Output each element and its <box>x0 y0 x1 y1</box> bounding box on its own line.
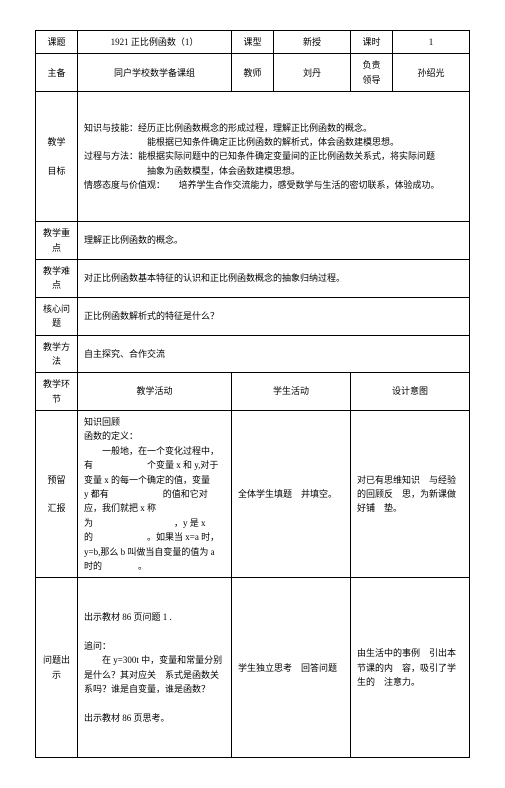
prepare-value: 同户学校数学备课组 <box>78 54 232 92</box>
lead-label: 负责 领导 <box>351 54 393 92</box>
content-row-1: 问题出示 出示教材 86 页问题 1 . 追问： 在 y=300t 中，变量和常… <box>36 578 470 758</box>
goals-label: 教学 目标 <box>36 92 78 222</box>
col-intent: 设计意图 <box>351 373 470 411</box>
stage-0: 预留 汇报 <box>36 411 78 578</box>
difficulty-row: 教学难点 对正比例函数基本特征的认识和正比例函数概念的抽象归纳过程。 <box>36 259 470 297</box>
topic-value: 1921 正比例函数（1） <box>78 31 232 54</box>
difficulty-label: 教学难点 <box>36 259 78 297</box>
goals-row: 教学 目标 知识与技能：经历正比例函数概念的形成过程，理解正比例函数的概念。 能… <box>36 92 470 222</box>
col-stage: 教学环节 <box>36 373 78 411</box>
activity-0: 知识回顾 函数的定义： 一般地，在一个变化过程中，有 个变量 x 和 y,对于变… <box>78 411 232 578</box>
core-content: 正比例函数解析式的特征是什么？ <box>78 297 470 335</box>
student-1: 学生独立思考 回答问题 <box>232 578 351 758</box>
column-header-row: 教学环节 教学活动 学生活动 设计意图 <box>36 373 470 411</box>
difficulty-content: 对正比例函数基本特征的认识和正比例函数概念的抽象归纳过程。 <box>78 259 470 297</box>
header-row-2: 主备 同户学校数学备课组 教师 刘丹 负责 领导 孙绍光 <box>36 54 470 92</box>
lead-value: 孙绍光 <box>393 54 470 92</box>
activity-1: 出示教材 86 页问题 1 . 追问： 在 y=300t 中，变量和常量分别是什… <box>78 578 232 758</box>
teacher-value: 刘丹 <box>274 54 351 92</box>
intent-1: 由生活中的事例 引出本节课的内 容，吸引了学生的 注意力。 <box>351 578 470 758</box>
method-row: 教学方法 自主探究、合作交流 <box>36 335 470 373</box>
core-label: 核心问题 <box>36 297 78 335</box>
hours-label: 课时 <box>351 31 393 54</box>
header-row-1: 课题 1921 正比例函数（1） 课型 新授 课时 1 <box>36 31 470 54</box>
intent-0: 对已有思维知识 与经验的回顾反 思，为新课做好铺 垫。 <box>351 411 470 578</box>
focus-row: 教学重点 理解正比例函数的概念。 <box>36 222 470 260</box>
stage-1: 问题出示 <box>36 578 78 758</box>
student-0: 全体学生填题 并填空。 <box>232 411 351 578</box>
focus-content: 理解正比例函数的概念。 <box>78 222 470 260</box>
topic-label: 课题 <box>36 31 78 54</box>
type-label: 课型 <box>232 31 274 54</box>
goals-content: 知识与技能：经历正比例函数概念的形成过程，理解正比例函数的概念。 能根据已知条件… <box>78 92 470 222</box>
col-activity: 教学活动 <box>78 373 232 411</box>
core-row: 核心问题 正比例函数解析式的特征是什么？ <box>36 297 470 335</box>
prepare-label: 主备 <box>36 54 78 92</box>
teacher-label: 教师 <box>232 54 274 92</box>
hours-value: 1 <box>393 31 470 54</box>
lesson-plan-table: 课题 1921 正比例函数（1） 课型 新授 课时 1 主备 同户学校数学备课组… <box>35 30 470 758</box>
method-label: 教学方法 <box>36 335 78 373</box>
focus-label: 教学重点 <box>36 222 78 260</box>
type-value: 新授 <box>274 31 351 54</box>
content-row-0: 预留 汇报 知识回顾 函数的定义： 一般地，在一个变化过程中，有 个变量 x 和… <box>36 411 470 578</box>
col-student: 学生活动 <box>232 373 351 411</box>
method-content: 自主探究、合作交流 <box>78 335 470 373</box>
